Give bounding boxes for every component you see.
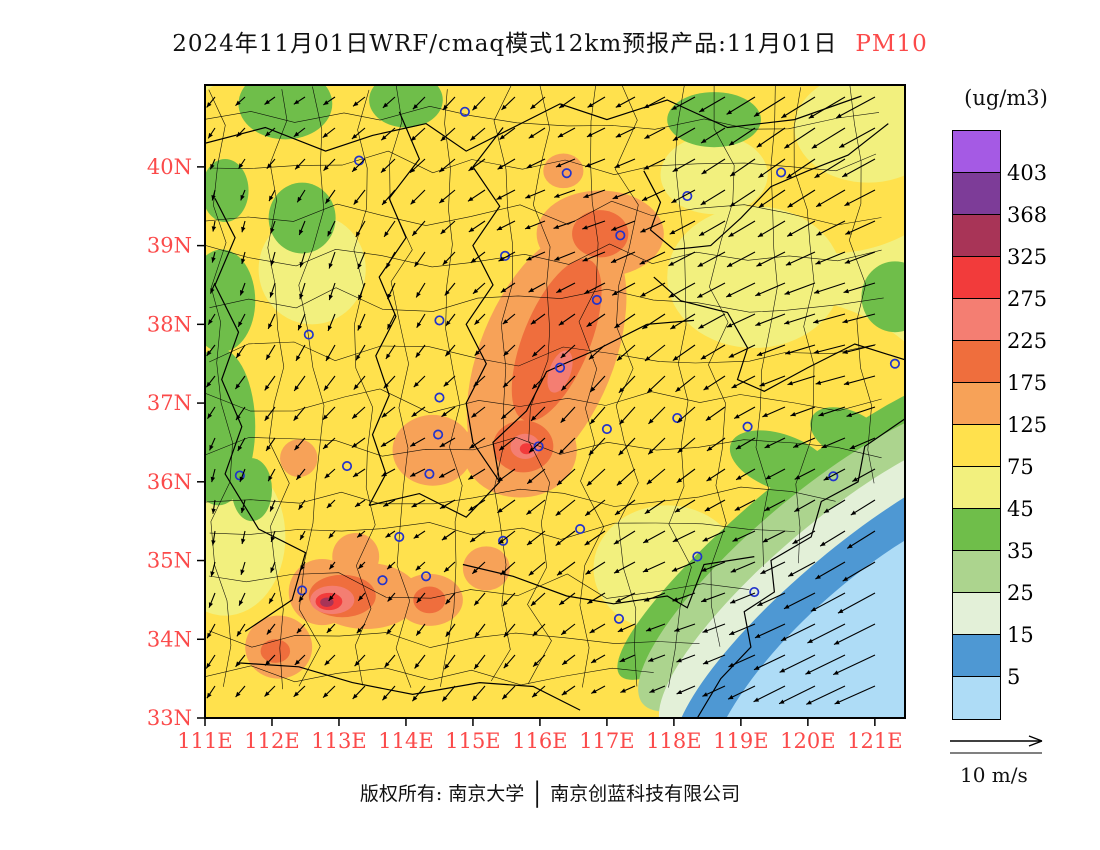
- color-scale-labels: 403 368 325 275 225 175 125 75 45 35 25 15 5: [1007, 130, 1077, 730]
- station-marker-icon: [297, 585, 308, 596]
- title-main: 2024年11月01日WRF/cmaq模式12km预报产品:11月01日: [172, 31, 838, 57]
- lat-tick-label: 35N: [147, 549, 192, 573]
- legend-level-label: 225: [1007, 329, 1048, 353]
- lon-tick-label: 116E: [512, 729, 567, 753]
- legend-level-label: 5: [1007, 665, 1021, 689]
- station-marker-icon: [424, 468, 435, 479]
- lon-tick-label: 112E: [244, 729, 299, 753]
- legend-color-box: [953, 635, 1000, 677]
- station-marker-icon: [613, 613, 625, 624]
- lat-tick-label: 36N: [147, 470, 192, 494]
- wind-reference: 10 m/s: [946, 732, 1076, 787]
- station-marker-icon: [377, 575, 388, 586]
- station-marker-icon: [498, 535, 509, 546]
- station-marker-icon: [828, 471, 839, 482]
- page-title: 2024年11月01日WRF/cmaq模式12km预报产品:11月01日 PM10: [0, 24, 1100, 58]
- legend-color-box: [953, 299, 1000, 341]
- lat-tick-label: 38N: [147, 312, 192, 336]
- wind-reference-arrow: [950, 735, 1043, 754]
- legend-level-label: 125: [1007, 413, 1048, 437]
- legend-level-label: 175: [1007, 371, 1048, 395]
- legend-color-box: [953, 467, 1000, 509]
- lon-tick-label: 113E: [311, 729, 366, 753]
- legend-level-label: 325: [1007, 245, 1048, 269]
- station-marker-icon: [889, 358, 901, 369]
- station-marker-icon: [554, 362, 566, 373]
- station-marker-icon: [575, 523, 586, 535]
- legend-color-box: [953, 131, 1000, 173]
- station-marker-icon: [459, 106, 470, 117]
- station-marker-icon: [561, 168, 572, 179]
- legend-color-box: [953, 509, 1000, 551]
- legend-color-box: [953, 257, 1000, 299]
- station-marker-icon: [601, 424, 612, 435]
- lon-tick-label: 118E: [646, 729, 701, 753]
- legend-level-label: 403: [1007, 161, 1048, 185]
- station-marker-icon: [394, 531, 405, 542]
- legend-color-box: [953, 341, 1000, 383]
- lon-tick-label: 117E: [579, 729, 634, 753]
- legend-color-box: [953, 215, 1000, 257]
- legend-level-label: 45: [1007, 497, 1034, 521]
- station-marker-icon: [234, 470, 245, 481]
- wind-vector-arrows: [205, 96, 876, 705]
- station-marker-icon: [303, 329, 314, 340]
- copyright-left: 版权所有: 南京大学: [359, 783, 525, 805]
- copyright: 版权所有: 南京大学 │ 南京创蓝科技有限公司: [0, 779, 1100, 808]
- legend-color-box: [953, 677, 1000, 719]
- legend-level-label: 25: [1007, 581, 1034, 605]
- title-species: PM10: [855, 31, 928, 57]
- lon-tick-label: 115E: [445, 729, 500, 753]
- lat-tick-label: 40N: [147, 155, 192, 179]
- legend-level-label: 275: [1007, 287, 1048, 311]
- lon-tick-label: 120E: [780, 729, 835, 753]
- lat-tick-label: 39N: [147, 234, 192, 258]
- lat-tick-label: 34N: [147, 627, 192, 651]
- legend-color-box: [953, 425, 1000, 467]
- wind-reference-label: 10 m/s: [960, 763, 1028, 787]
- lon-tick-label: 111E: [177, 729, 232, 753]
- lon-tick-label: 114E: [378, 729, 433, 753]
- station-marker-icon: [692, 551, 703, 562]
- legend-color-box: [953, 173, 1000, 215]
- legend-units-label: (ug/m3): [964, 86, 1048, 110]
- station-marker-icon: [434, 315, 445, 326]
- lon-tick-label: 119E: [713, 729, 768, 753]
- station-marker-icon: [533, 441, 544, 452]
- station-marker-icon: [341, 461, 353, 472]
- legend-level-label: 75: [1007, 455, 1034, 479]
- station-markers: [234, 106, 901, 624]
- station-marker-icon: [434, 392, 445, 403]
- legend-color-box: [953, 593, 1000, 635]
- station-marker-icon: [615, 230, 626, 241]
- legend-level-label: 15: [1007, 623, 1034, 647]
- station-marker-icon: [591, 294, 602, 305]
- lat-tick-label: 33N: [147, 706, 192, 730]
- color-scale-legend: [952, 130, 1001, 720]
- station-marker-icon: [421, 571, 432, 582]
- legend-level-label: 35: [1007, 539, 1034, 563]
- lon-tick-label: 121E: [847, 729, 902, 753]
- copyright-right: 南京创蓝科技有限公司: [550, 783, 741, 805]
- legend-color-box: [953, 551, 1000, 593]
- station-marker-icon: [500, 250, 511, 261]
- legend-color-box: [953, 383, 1000, 425]
- station-marker-icon: [749, 586, 760, 598]
- copyright-divider: │: [530, 782, 545, 808]
- lat-tick-label: 37N: [147, 391, 192, 415]
- station-marker-icon: [433, 429, 444, 440]
- station-marker-icon: [776, 167, 787, 178]
- station-marker-icon: [742, 421, 753, 432]
- legend-level-label: 368: [1007, 203, 1048, 227]
